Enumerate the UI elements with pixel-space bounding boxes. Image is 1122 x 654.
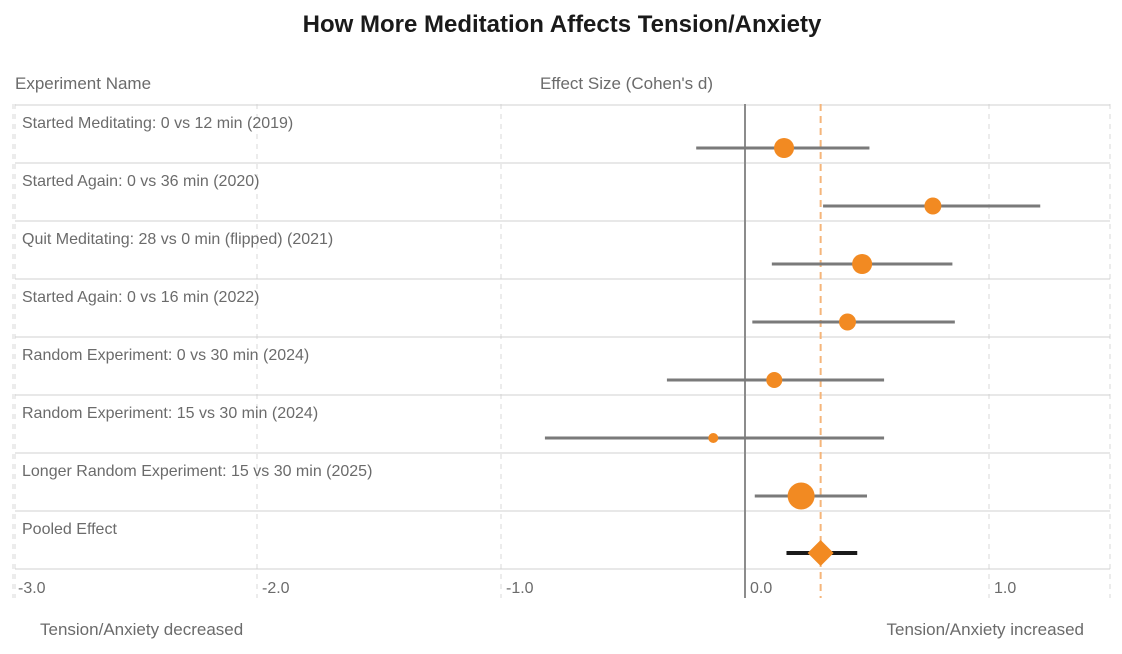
- study-label: Started Meditating: 0 vs 12 min (2019): [22, 115, 293, 132]
- row-dividers: [15, 104, 1110, 570]
- study-label: Started Again: 0 vs 16 min (2022): [22, 289, 259, 306]
- footer-left-label: Tension/Anxiety decreased: [40, 620, 243, 639]
- reference-lines: [744, 104, 822, 598]
- effect-point: [787, 482, 815, 510]
- effect-point: [852, 254, 873, 274]
- study-labels: Started Meditating: 0 vs 12 min (2019) St…: [22, 115, 372, 538]
- effect-point: [774, 138, 795, 158]
- x-tick-label: -2.0: [262, 580, 290, 597]
- effect-point: [838, 313, 856, 331]
- effect-point: [708, 433, 719, 443]
- effect-point: [766, 372, 783, 388]
- study-label: Quit Meditating: 28 vs 0 min (flipped) (…: [22, 231, 333, 248]
- footer-right-label: Tension/Anxiety increased: [886, 620, 1084, 639]
- x-tick-label: 0.0: [750, 580, 772, 597]
- x-tick-label: 1.0: [994, 580, 1016, 597]
- gridlines: [12, 104, 1111, 598]
- effect-column-header: Effect Size (Cohen's d): [540, 74, 713, 93]
- study-label: Random Experiment: 15 vs 30 min (2024): [22, 405, 318, 422]
- chart-title: How More Meditation Affects Tension/Anxi…: [303, 11, 822, 38]
- study-marks: [544, 138, 1041, 566]
- pooled-diamond: [807, 540, 834, 566]
- x-tick-label: -3.0: [18, 580, 46, 597]
- effect-point: [924, 197, 942, 215]
- x-tick-label: -1.0: [506, 580, 534, 597]
- study-label: Started Again: 0 vs 36 min (2020): [22, 173, 259, 190]
- study-label: Random Experiment: 0 vs 30 min (2024): [22, 347, 309, 364]
- x-axis-ticks: -3.0 -2.0 -1.0 0.0 1.0: [18, 580, 1016, 597]
- name-column-header: Experiment Name: [15, 74, 151, 93]
- study-label: Longer Random Experiment: 15 vs 30 min (…: [22, 463, 372, 480]
- pooled-label: Pooled Effect: [22, 521, 117, 538]
